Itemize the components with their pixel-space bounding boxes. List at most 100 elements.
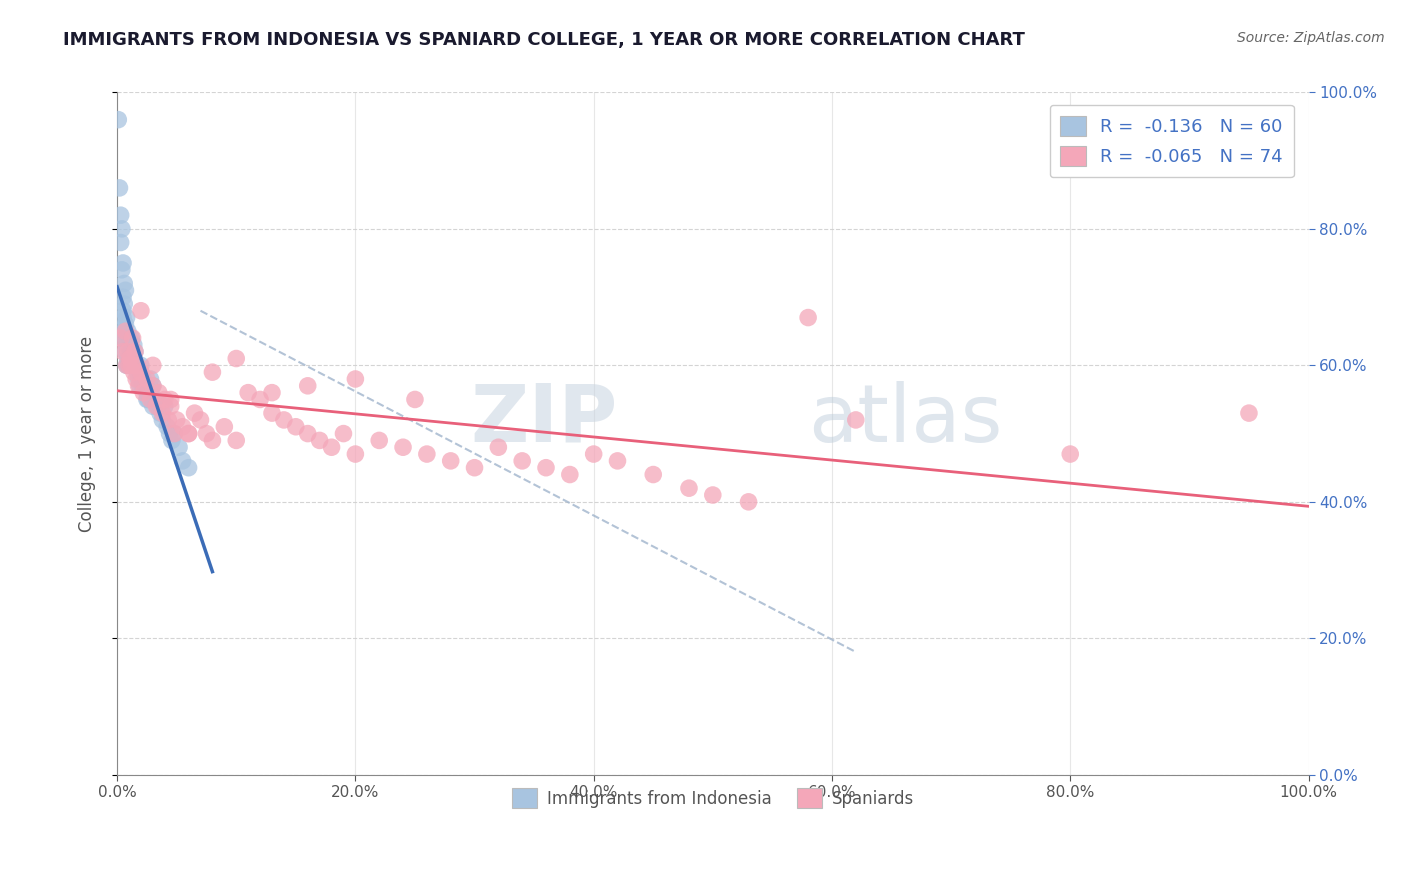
Point <box>156 419 179 434</box>
Point <box>128 372 150 386</box>
Point <box>118 359 141 373</box>
Point <box>260 406 283 420</box>
Point <box>166 413 188 427</box>
Point <box>114 344 136 359</box>
Point <box>148 385 170 400</box>
Point <box>159 426 181 441</box>
Point <box>160 434 183 448</box>
Point <box>153 392 176 407</box>
Point <box>284 419 307 434</box>
Point <box>201 365 224 379</box>
Point <box>111 222 134 236</box>
Point <box>122 338 145 352</box>
Point <box>797 310 820 325</box>
Point <box>110 331 132 345</box>
Point <box>845 413 868 427</box>
Point <box>163 426 186 441</box>
Point <box>117 359 139 373</box>
Point <box>114 318 136 332</box>
Point <box>135 379 157 393</box>
Point <box>110 208 132 222</box>
Point <box>172 454 194 468</box>
Point <box>110 331 132 345</box>
Point <box>129 303 152 318</box>
Point <box>112 256 135 270</box>
Point <box>115 338 138 352</box>
Point <box>120 331 142 345</box>
Point <box>145 399 167 413</box>
Y-axis label: College, 1 year or more: College, 1 year or more <box>79 335 96 532</box>
Point <box>107 112 129 127</box>
Point <box>153 399 176 413</box>
Point <box>120 344 142 359</box>
Point <box>249 392 271 407</box>
Point <box>132 372 155 386</box>
Point <box>115 310 138 325</box>
Point <box>142 399 165 413</box>
Point <box>558 467 581 482</box>
Point <box>121 359 143 373</box>
Point <box>115 359 138 373</box>
Point <box>112 290 135 304</box>
Point <box>143 392 166 407</box>
Point <box>183 406 205 420</box>
Text: ZIP: ZIP <box>470 381 617 459</box>
Point <box>132 385 155 400</box>
Point <box>643 467 665 482</box>
Point <box>125 359 148 373</box>
Point <box>124 344 146 359</box>
Point <box>136 392 159 407</box>
Point <box>678 481 700 495</box>
Point <box>260 385 283 400</box>
Point <box>120 351 142 366</box>
Point <box>112 324 135 338</box>
Point <box>321 440 343 454</box>
Point <box>117 344 139 359</box>
Point <box>273 413 295 427</box>
Point <box>308 434 330 448</box>
Point <box>404 392 426 407</box>
Point <box>120 359 142 373</box>
Point <box>157 413 180 427</box>
Point <box>416 447 439 461</box>
Point <box>146 399 169 413</box>
Point <box>368 434 391 448</box>
Point <box>297 379 319 393</box>
Point <box>110 235 132 250</box>
Point <box>117 324 139 338</box>
Point <box>344 447 367 461</box>
Point <box>112 297 135 311</box>
Point <box>159 399 181 413</box>
Point <box>112 303 135 318</box>
Point <box>127 359 149 373</box>
Point <box>606 454 628 468</box>
Point <box>142 359 165 373</box>
Point <box>486 440 509 454</box>
Point <box>118 359 141 373</box>
Point <box>195 426 218 441</box>
Point <box>122 365 145 379</box>
Point <box>112 277 135 291</box>
Point <box>142 379 165 393</box>
Point <box>124 344 146 359</box>
Point <box>135 385 157 400</box>
Point <box>115 359 138 373</box>
Point <box>238 385 260 400</box>
Point <box>582 447 605 461</box>
Point <box>111 262 134 277</box>
Legend: Immigrants from Indonesia, Spaniards: Immigrants from Indonesia, Spaniards <box>505 781 921 814</box>
Point <box>332 426 354 441</box>
Point <box>139 372 162 386</box>
Point <box>177 426 200 441</box>
Point <box>117 351 139 366</box>
Point <box>225 434 247 448</box>
Point <box>135 392 157 407</box>
Point <box>177 426 200 441</box>
Point <box>125 372 148 386</box>
Point <box>129 372 152 386</box>
Text: atlas: atlas <box>808 381 1002 459</box>
Point <box>121 331 143 345</box>
Point <box>112 310 135 325</box>
Point <box>737 495 759 509</box>
Point <box>392 440 415 454</box>
